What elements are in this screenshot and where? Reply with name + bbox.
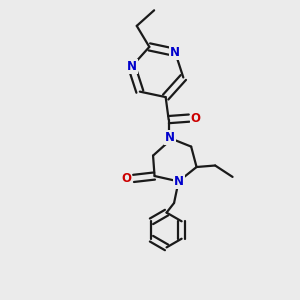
Text: O: O: [191, 112, 201, 124]
Text: N: N: [174, 175, 184, 188]
Text: O: O: [122, 172, 131, 185]
Text: N: N: [127, 60, 137, 73]
Text: N: N: [165, 131, 175, 144]
Text: N: N: [170, 46, 180, 59]
